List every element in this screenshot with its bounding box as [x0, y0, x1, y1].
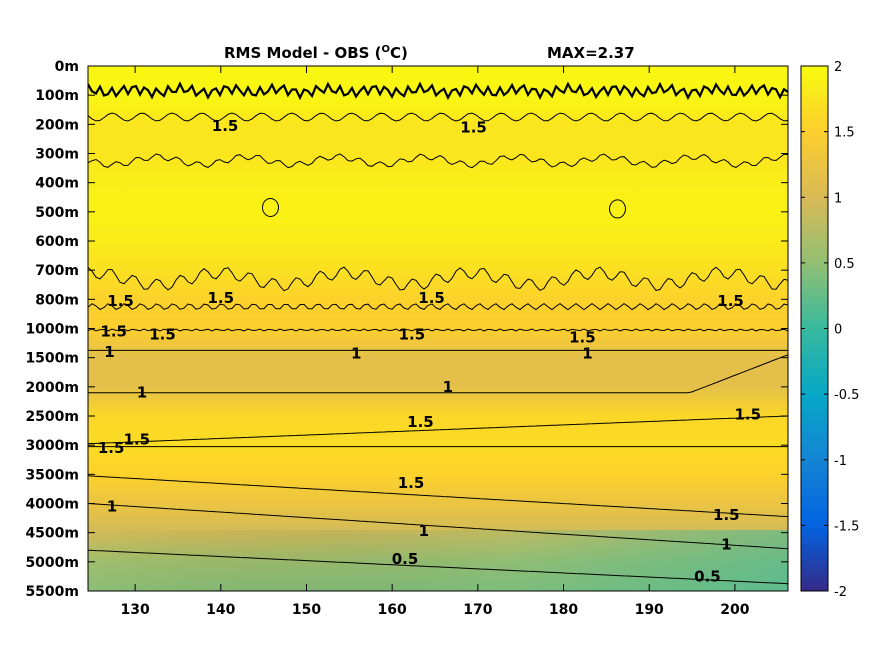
- contour-label: 1.5: [713, 506, 740, 524]
- contour-1p5-1000: [88, 328, 788, 332]
- contour-1p5-lower: [88, 153, 788, 169]
- contour-label: 1: [721, 535, 731, 553]
- colorbar-tick-label: 2: [834, 60, 842, 75]
- contour-label: 1.5: [418, 289, 445, 307]
- contour-label: 0.5: [392, 550, 419, 568]
- contour-1-2000: [88, 354, 788, 394]
- y-tick-label: 5500m: [25, 584, 79, 600]
- chart-title: RMS Model - OBS (OC): [224, 44, 408, 62]
- y-tick-label: 700m: [35, 263, 79, 279]
- contour-label: 1.5: [569, 328, 596, 346]
- contour-label: 1.5: [100, 322, 127, 340]
- contour-label: 1.5: [399, 325, 426, 343]
- colorbar: [800, 65, 829, 592]
- contour-label: 1.5: [407, 413, 434, 431]
- colorbar-tick-label: -2: [834, 585, 847, 600]
- y-tick-label: 2500m: [25, 409, 79, 425]
- contour-label: 1: [104, 343, 114, 361]
- contour-1p5-upper: [88, 112, 788, 122]
- y-tick-label: 500m: [35, 205, 79, 221]
- contour-label: 1: [107, 497, 117, 515]
- contour-label: 1.5: [717, 292, 744, 310]
- x-tick-label: 180: [549, 602, 578, 618]
- contour-1p5-mid-bottom: [88, 302, 788, 311]
- contour-2-blob: [261, 197, 279, 217]
- contour-label: 1.5: [208, 289, 235, 307]
- x-axis: 130 140 150 160 170 180 190 200: [121, 66, 750, 618]
- colorbar-tick-label: 1.5: [834, 126, 855, 141]
- contour-label: 1.5: [98, 439, 125, 457]
- y-tick-label: 300m: [35, 147, 79, 163]
- y-tick-label: 3000m: [25, 438, 79, 454]
- contour-label: 1.5: [460, 118, 487, 136]
- chart-max-label: MAX=2.37: [547, 44, 635, 62]
- contour-2-surface: [88, 81, 788, 101]
- x-tick-label: 160: [378, 602, 407, 618]
- contour-label: 1.5: [124, 430, 151, 448]
- contour-label: 1.5: [107, 292, 134, 310]
- heatmap-field: 1.5 1.5 1.5 1.51 1 11 11.51.51.5 1.51.51.51110.…: [88, 66, 788, 591]
- contour-label: 1: [443, 378, 453, 396]
- y-tick-label: 2000m: [25, 380, 79, 396]
- x-tick-label: 140: [206, 602, 235, 618]
- contour-lines: [88, 81, 788, 585]
- colorbar-tick-label: -1: [834, 454, 847, 469]
- y-tick-label: 100m: [35, 88, 79, 104]
- contour-2-blob: [608, 199, 626, 219]
- colorbar-tick-label: -0.5: [834, 388, 859, 403]
- colorbar-tick-label: 1: [834, 191, 842, 206]
- x-tick-label: 130: [121, 602, 150, 618]
- contour-label: 0.5: [694, 567, 721, 585]
- x-tick-label: 150: [292, 602, 321, 618]
- contour-1p5-3500: [88, 475, 788, 518]
- x-tick-label: 200: [720, 602, 749, 618]
- x-tick-label: 190: [635, 602, 664, 618]
- y-axis: 0m 100m 200m 300m 400m 500m 600m 700m 800m 1000m 1…: [25, 59, 788, 600]
- y-tick-label: 0m: [55, 59, 79, 75]
- x-tick-label: 170: [463, 602, 492, 618]
- contour-labels: 1.5 1.5 1.5 1.51 1 11 11.51.51.5 1.51.51.51110.…: [98, 117, 761, 586]
- colorbar-tick-label: -1.5: [834, 519, 859, 534]
- contour-label: 1.5: [212, 117, 239, 135]
- contour-label: 1: [419, 522, 429, 540]
- colorbar-tick-label: 0.5: [834, 257, 855, 272]
- y-tick-label: 5000m: [25, 555, 79, 571]
- contour-1p5-mid-top: [88, 266, 788, 292]
- y-tick-label: 4000m: [25, 497, 79, 513]
- y-tick-label: 600m: [35, 234, 79, 250]
- y-tick-label: 800m: [35, 292, 79, 308]
- y-tick-label: 1500m: [25, 351, 79, 367]
- y-tick-label: 200m: [35, 117, 79, 133]
- y-tick-label: 400m: [35, 176, 79, 192]
- y-tick-label: 4500m: [25, 526, 79, 542]
- contour-label: 1.5: [398, 474, 425, 492]
- contour-1-4000: [88, 503, 788, 550]
- contour-1p5-2500: [88, 415, 788, 445]
- contour-label: 1: [351, 344, 361, 362]
- y-tick-label: 1000m: [25, 322, 79, 338]
- contour-label: 1: [582, 344, 592, 362]
- contour-0p5-4500: [88, 549, 788, 585]
- colorbar-tick-label: 0: [834, 323, 842, 338]
- colorbar-ticks: 2 1.5 1 0.5 0 -0.5 -1 -1.5 -2: [801, 60, 859, 600]
- y-tick-label: 3500m: [25, 467, 79, 483]
- field-background: [88, 66, 788, 591]
- contour-label: 1: [137, 384, 147, 402]
- contour-label: 1.5: [149, 325, 176, 343]
- contour-label: 1.5: [734, 406, 761, 424]
- abyssal-shading: [88, 530, 788, 591]
